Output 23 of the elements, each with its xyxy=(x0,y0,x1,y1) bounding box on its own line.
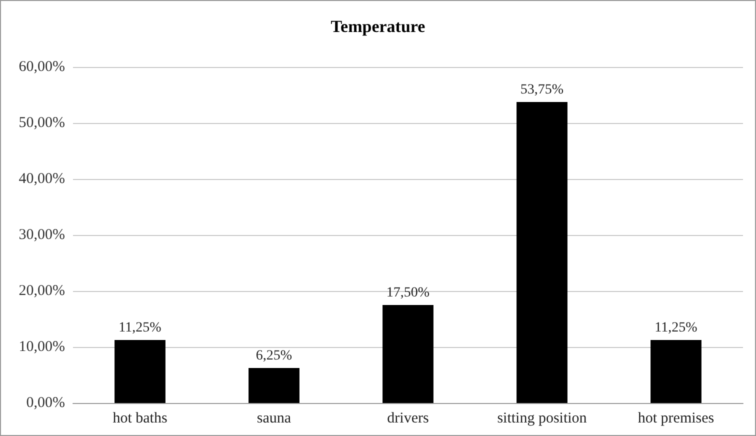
x-tick-label: sauna xyxy=(256,410,292,426)
bar xyxy=(114,340,166,403)
y-tick-label: 30,00% xyxy=(18,227,65,243)
y-tick-label: 10,00% xyxy=(18,339,65,355)
data-label: 17,50% xyxy=(386,286,430,300)
y-tick-label: 50,00% xyxy=(18,115,65,131)
bar xyxy=(248,368,300,403)
y-tick-label: 60,00% xyxy=(18,59,65,75)
x-tick-label: sitting position xyxy=(497,410,588,426)
data-label: 53,75% xyxy=(520,82,564,98)
x-tick-label: hot baths xyxy=(112,410,168,426)
chart-title: Temperature xyxy=(330,17,426,36)
y-tick-label: 0,00% xyxy=(26,395,65,411)
x-tick-label: drivers xyxy=(387,410,429,426)
y-tick-label: 40,00% xyxy=(18,171,65,187)
data-label: 6,25% xyxy=(256,348,292,364)
x-tick-label: hot premises xyxy=(638,410,714,426)
bar xyxy=(382,305,434,403)
data-label: 11,25% xyxy=(654,320,698,336)
bar xyxy=(516,102,568,403)
data-label: 11,25% xyxy=(118,320,162,336)
bar xyxy=(650,340,702,403)
y-tick-label: 20,00% xyxy=(18,283,65,299)
